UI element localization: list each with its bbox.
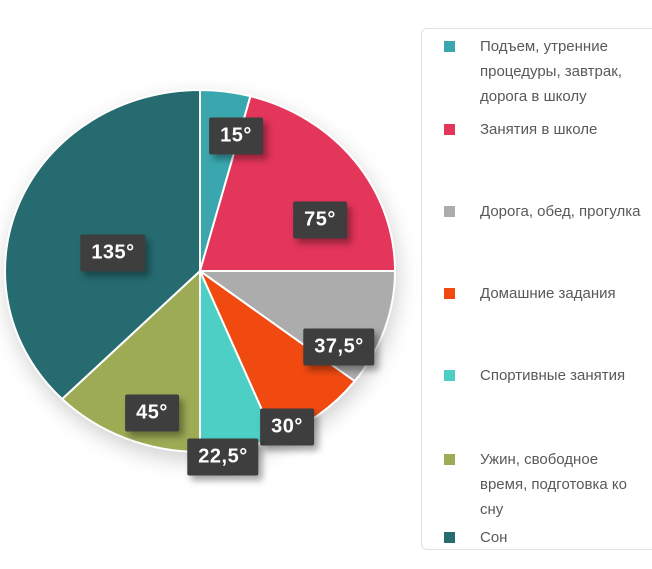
legend-item-2: Дорога, обед, прогулка <box>444 199 652 224</box>
legend-swatch-icon <box>444 206 455 217</box>
slice-angle-label-0: 15° <box>209 117 263 155</box>
legend: Подъем, утренние процедуры, завтрак, дорог… <box>421 28 652 550</box>
legend-item-5: Ужин, свободное время, подготовка ко сну <box>444 447 652 522</box>
slice-angle-label-4: 22,5° <box>187 438 259 476</box>
slice-angle-label-2: 37,5° <box>303 328 375 366</box>
legend-swatch-icon <box>444 370 455 381</box>
legend-swatch-icon <box>444 454 455 465</box>
legend-swatch-icon <box>444 532 455 543</box>
legend-item-3: Домашние задания <box>444 281 652 306</box>
legend-item-4: Спортивные занятия <box>444 363 652 388</box>
legend-item-0: Подъем, утренние процедуры, завтрак, дорог… <box>444 34 652 109</box>
pie-chart <box>4 89 396 453</box>
slice-angle-label-1: 75° <box>293 201 347 239</box>
slice-angle-label-3: 30° <box>260 408 314 446</box>
legend-item-label: Спортивные занятия <box>480 367 626 384</box>
legend-swatch-icon <box>444 124 455 135</box>
legend-item-label: Дорога, обед, прогулка <box>480 203 641 220</box>
legend-swatch-icon <box>444 41 455 52</box>
legend-swatch-icon <box>444 288 455 299</box>
slice-angle-label-5: 45° <box>125 394 179 432</box>
slice-angle-label-6: 135° <box>80 234 146 272</box>
legend-item-label: Домашние задания <box>480 285 616 302</box>
legend-item-label: Подъем, утренние процедуры, завтрак, дорог… <box>480 38 622 105</box>
legend-item-label: Сон <box>480 529 508 546</box>
legend-item-label: Ужин, свободное время, подготовка ко сну <box>480 451 627 518</box>
legend-item-label: Занятия в школе <box>480 121 598 138</box>
legend-item-1: Занятия в школе <box>444 117 652 142</box>
legend-item-6: Сон <box>444 525 652 550</box>
